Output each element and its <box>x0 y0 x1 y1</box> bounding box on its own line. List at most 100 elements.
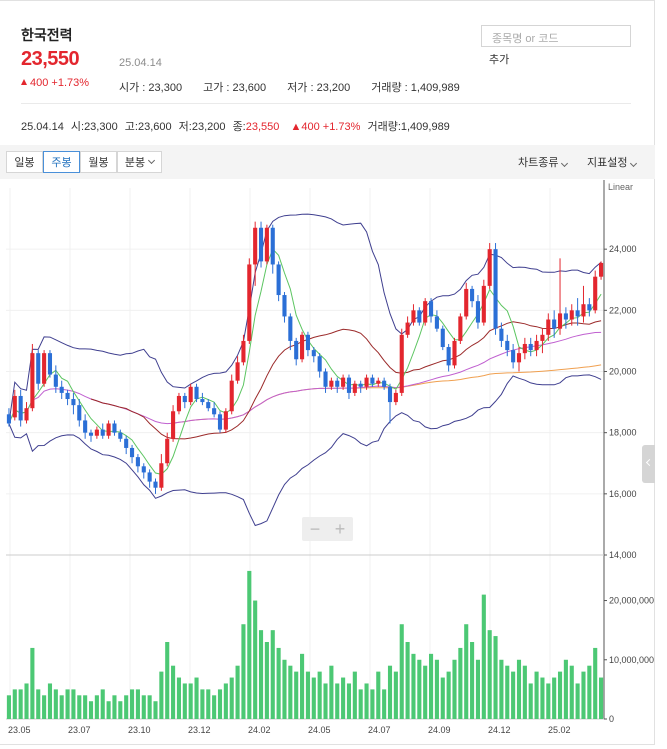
volume-bar <box>135 689 140 719</box>
volume-bar <box>124 695 129 719</box>
candle-body <box>346 377 352 393</box>
zoom-in-button[interactable]: + <box>334 519 346 539</box>
stock-search-input[interactable]: 종목명 or 코드 <box>481 25 631 47</box>
candle-body <box>387 386 393 403</box>
indicator-menu[interactable]: 지표설정 <box>587 154 638 170</box>
volume-bar <box>440 677 445 719</box>
volume-bar <box>317 671 322 719</box>
candle-body <box>487 249 492 286</box>
tab-monthly[interactable]: 월봉 <box>80 151 117 173</box>
volume-bar <box>176 677 182 719</box>
candle-body <box>399 334 404 393</box>
volume-bar <box>411 653 416 719</box>
candle-body <box>341 377 346 387</box>
summary-low: 저:23,200 <box>178 121 226 133</box>
candle-body <box>323 371 328 387</box>
candle-body <box>282 295 287 317</box>
candle-body <box>12 395 17 418</box>
volume-bar <box>305 671 310 719</box>
candle-body <box>47 353 53 375</box>
candle-body <box>135 457 140 467</box>
candle-body <box>511 350 516 363</box>
x-tick-label: 23.05 <box>8 725 31 735</box>
candle-body <box>247 264 252 341</box>
candle-body <box>382 380 387 387</box>
candle-body <box>176 395 182 412</box>
candle-body <box>552 319 557 329</box>
volume-bar <box>534 671 539 719</box>
price-date: 25.04.14 <box>119 57 162 69</box>
chart-ohlc-line: 25.04.14 시:23,300 고:23,600 저:23,200 종:23… <box>21 118 454 134</box>
change-value: 400 +1.73% <box>30 77 90 89</box>
open-label: 시가 <box>119 82 140 94</box>
volume-bar <box>329 665 334 719</box>
volume-bar <box>428 653 434 719</box>
volume-bar <box>247 570 252 719</box>
tab-minute[interactable]: 분봉 <box>117 151 162 173</box>
x-tick-label: 23.12 <box>188 725 211 735</box>
volume-bar <box>194 677 199 719</box>
candle-body <box>593 276 598 311</box>
candle-body <box>30 353 35 409</box>
volume-bar <box>270 630 275 719</box>
volume-bar <box>141 695 146 719</box>
stock-chart[interactable]: Linear 24,000 22,000 20,000 18,000 16,000 14,0… <box>0 180 655 745</box>
volume-bar <box>71 689 76 719</box>
candle-body <box>276 264 281 296</box>
volume-bar <box>352 671 357 719</box>
side-panel-toggle[interactable] <box>642 445 655 483</box>
zoom-out-button[interactable]: − <box>309 519 321 539</box>
volume-bar <box>481 594 486 719</box>
candle-body <box>264 227 269 262</box>
candle-body <box>411 310 416 323</box>
volume-bar <box>235 665 240 719</box>
chevron-down-icon <box>148 156 156 165</box>
add-button[interactable]: 추가 <box>489 54 510 66</box>
candle-body <box>587 304 592 311</box>
volume-bar <box>288 665 293 719</box>
volume-value: 1,409,989 <box>410 82 460 94</box>
volume-bar <box>516 659 522 719</box>
volume-bar <box>59 695 64 719</box>
candle-body <box>206 402 211 409</box>
volume-bar <box>423 665 428 719</box>
volume-bar <box>434 659 439 719</box>
volume-bar <box>294 671 299 719</box>
candle-body <box>370 377 375 384</box>
candle-body <box>288 316 293 341</box>
low-label: 저가 <box>287 82 308 94</box>
current-price: 23,550 <box>21 48 80 70</box>
chart-type-menu[interactable]: 차트종류 <box>518 154 569 170</box>
candle-body <box>464 288 469 317</box>
volume-bar <box>77 695 82 719</box>
candle-body <box>599 262 604 277</box>
volume-bar <box>493 636 498 719</box>
volume-bar <box>475 659 481 719</box>
tab-weekly[interactable]: 주봉 <box>43 151 80 173</box>
candle-body <box>141 466 146 473</box>
chevron-down-icon <box>630 159 638 168</box>
volume-bar <box>335 683 340 719</box>
candle-body <box>217 414 223 430</box>
volume-bar <box>206 689 211 719</box>
candle-body <box>241 340 246 363</box>
candle-body <box>258 227 264 262</box>
volume-tick-label: 20,000,000 <box>609 596 654 606</box>
volume-bar <box>53 689 58 719</box>
tab-daily[interactable]: 일봉 <box>6 151 43 173</box>
volume-bar <box>563 659 568 719</box>
volume-bar <box>575 683 580 719</box>
volume-bar <box>540 677 545 719</box>
volume-bar <box>100 689 105 719</box>
price-tick-label: 16,000 <box>609 489 637 499</box>
candle-body <box>434 316 439 329</box>
volume-bar <box>88 701 94 719</box>
candle-body <box>83 420 88 433</box>
candle-body <box>423 301 428 323</box>
chart-widget <box>0 0 655 745</box>
candle-body <box>528 343 533 351</box>
summary-close-value: 23,550 <box>245 121 280 133</box>
candle-body <box>59 386 64 393</box>
volume-bar <box>358 689 363 719</box>
volume-bar <box>417 659 422 719</box>
